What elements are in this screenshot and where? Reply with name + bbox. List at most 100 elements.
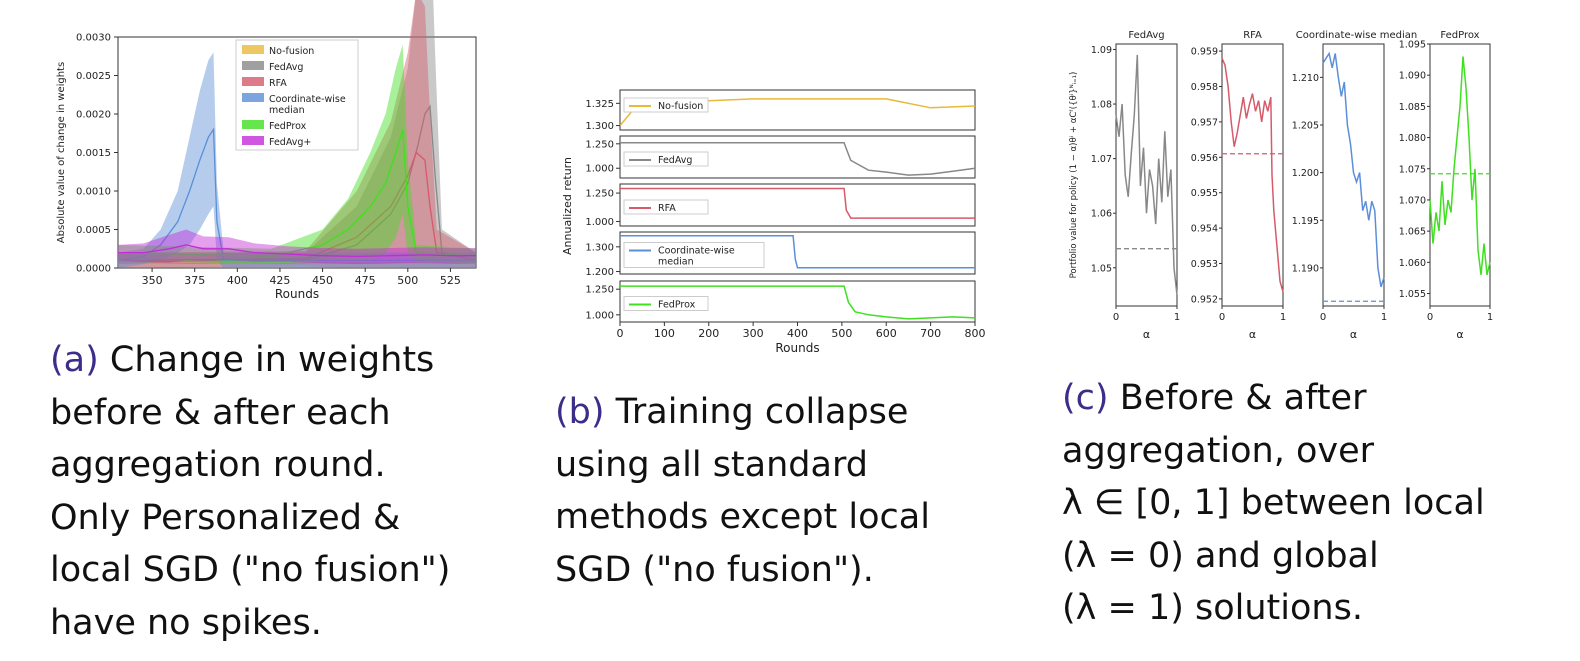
chart-a-legend-swatch-fedavg bbox=[242, 61, 264, 70]
chart-c-ytick-label: 0.953 bbox=[1191, 259, 1218, 270]
chart-c-ytick-label: 1.080 bbox=[1399, 133, 1426, 144]
chart-a-line-rfa bbox=[117, 151, 477, 261]
chart-c-ytick-label: 1.08 bbox=[1091, 100, 1112, 111]
chart-b-line-coord-median bbox=[620, 234, 975, 269]
chart-b-legend-coord-median bbox=[623, 242, 765, 268]
chart-b-xtick-label: 500 bbox=[831, 327, 852, 340]
chart-c-xtick-label: 1 bbox=[1174, 312, 1180, 323]
chart-a-ytick-label: 0.0015 bbox=[76, 148, 111, 159]
chart-b-legend-label-fedprox: FedProx bbox=[658, 300, 696, 311]
chart-b-ytick-label: 1.250 bbox=[585, 285, 614, 296]
chart-b-ylabel: Annualized return bbox=[561, 157, 574, 255]
chart-b-xtick-label: 200 bbox=[698, 327, 719, 340]
chart-c-ytick-label: 1.095 bbox=[1399, 40, 1426, 51]
chart-c-ytick-label: 1.07 bbox=[1091, 154, 1112, 165]
chart-b-xtick-label: 400 bbox=[787, 327, 808, 340]
chart-c-ytick-label: 1.190 bbox=[1292, 263, 1319, 274]
chart-a-legend-label-no-fusion: No-fusion bbox=[269, 46, 314, 57]
chart-a-xtick-label: 350 bbox=[142, 274, 163, 287]
chart-a-legend-label-fedavg-plus: FedAvg+ bbox=[269, 137, 311, 148]
caption-a-line-1: before & after each bbox=[50, 392, 391, 433]
chart-c-ytick-label: 0.958 bbox=[1191, 82, 1218, 93]
chart-c-subplot-title-fedavg: FedAvg bbox=[1128, 30, 1164, 41]
chart-a-band-rfa bbox=[118, 0, 476, 268]
chart-a-legend-swatch-rfa bbox=[242, 77, 264, 86]
caption-b-line-3: SGD ("no fusion"). bbox=[555, 549, 874, 590]
chart-c-xtick-label: 1 bbox=[1280, 312, 1286, 323]
chart-b-ytick-label: 1.200 bbox=[585, 267, 614, 278]
chart-c-xlabel: α bbox=[1143, 328, 1150, 341]
chart-b-legend-label-rfa: RFA bbox=[658, 203, 676, 214]
chart-c-xtick-label: 1 bbox=[1381, 312, 1387, 323]
chart-a-xtick-label: 375 bbox=[184, 274, 205, 287]
chart-a-band-coord-median bbox=[118, 52, 476, 269]
chart-b-ytick-label: 1.325 bbox=[585, 99, 614, 110]
chart-c-ytick-label: 1.195 bbox=[1292, 216, 1319, 227]
chart-b-legend-no-fusion bbox=[623, 97, 709, 113]
caption-a-text-0: Change in weights bbox=[98, 340, 435, 380]
chart-a-legend-swatch-fedavg-plus bbox=[242, 136, 264, 145]
chart-a-legend-label-coord-median: median bbox=[269, 105, 305, 116]
chart-a-band-fedavg bbox=[118, 0, 476, 268]
chart-c-ytick-label: 1.05 bbox=[1091, 263, 1112, 274]
chart-a-line-no-fusion bbox=[117, 261, 476, 265]
chart-c-ytick-label: 1.06 bbox=[1091, 209, 1112, 220]
chart-b-ytick-label: 1.250 bbox=[585, 139, 614, 150]
chart-c-ytick-label: 0.956 bbox=[1191, 153, 1218, 164]
chart-c-line-coord-median bbox=[1322, 51, 1385, 288]
chart-a-ytick-label: 0.0030 bbox=[76, 33, 111, 44]
chart-a-legend-label-fedavg: FedAvg bbox=[269, 62, 303, 73]
chart-b-ytick-label: 1.000 bbox=[585, 217, 614, 228]
chart-a-band-fedprox bbox=[118, 44, 476, 265]
caption-c-line-4: (λ = 1) solutions. bbox=[1062, 588, 1363, 628]
chart-c-subplot-title-rfa: RFA bbox=[1243, 30, 1262, 41]
caption-b-text-0: Training collapse bbox=[604, 392, 909, 432]
chart-c-ytick-label: 1.065 bbox=[1399, 227, 1426, 238]
chart-c-frame-fedavg bbox=[1115, 43, 1178, 307]
caption-b-line-0: (b) Training collapse bbox=[555, 386, 930, 439]
chart-c-line-rfa bbox=[1221, 57, 1284, 293]
chart-b-xtick-label: 800 bbox=[965, 327, 986, 340]
chart-c-frame-fedprox bbox=[1429, 43, 1491, 307]
caption-panel-b: (b) Training collapse using all standard… bbox=[555, 386, 930, 596]
chart-c-xlabel: α bbox=[1249, 328, 1256, 341]
chart-a-xtick-label: 425 bbox=[269, 274, 290, 287]
caption-a-line-2: aggregation round. bbox=[50, 445, 386, 485]
chart-c-ytick-label: 1.060 bbox=[1399, 258, 1426, 269]
chart-c-ytick-label: 1.075 bbox=[1399, 164, 1426, 175]
chart-b-ytick-label: 1.000 bbox=[585, 310, 614, 321]
caption-b-letter: (b) bbox=[555, 392, 605, 432]
caption-a-line-5: have no spikes. bbox=[50, 602, 322, 643]
chart-a-line-fedavg-plus bbox=[118, 244, 476, 258]
chart-b-legend-label-coord-median: median bbox=[658, 257, 694, 268]
caption-c-letter: (c) bbox=[1062, 378, 1109, 418]
chart-a-legend-swatch-no-fusion bbox=[242, 45, 264, 54]
chart-b-xtick-label: 700 bbox=[920, 327, 941, 340]
chart-a-xtick-label: 525 bbox=[440, 274, 461, 287]
chart-a-legend-label-coord-median: Coordinate-wise bbox=[269, 94, 346, 105]
chart-c-xlabel: α bbox=[1350, 328, 1357, 341]
chart-b-ytick-label: 1.300 bbox=[585, 242, 614, 253]
chart-b-legend-fedprox bbox=[623, 296, 709, 311]
chart-b-line-fedavg bbox=[620, 142, 976, 176]
chart-c-ytick-label: 0.957 bbox=[1191, 117, 1218, 128]
caption-c-text-0: Before & after bbox=[1108, 378, 1367, 418]
chart-c-ytick-label: 1.200 bbox=[1292, 168, 1319, 179]
caption-c-line-3: (λ = 0) and global bbox=[1062, 535, 1379, 576]
caption-panel-c: (c) Before & after aggregation, over λ ∈… bbox=[1062, 372, 1485, 635]
chart-c-xtick-label: 0 bbox=[1320, 312, 1326, 323]
chart-a-ytick-label: 0.0010 bbox=[76, 187, 111, 198]
chart-a-ylabel: Absolute value of change in weights bbox=[56, 62, 67, 243]
caption-a-line-4: local SGD ("no fusion") bbox=[50, 550, 451, 590]
chart-a-ytick-label: 0.0000 bbox=[76, 264, 111, 275]
chart-c-ytick-label: 0.955 bbox=[1191, 188, 1218, 199]
chart-a-xtick-label: 500 bbox=[397, 274, 418, 287]
chart-c-ytick-label: 1.085 bbox=[1399, 102, 1426, 113]
chart-c-ytick-label: 1.205 bbox=[1292, 120, 1319, 131]
chart-c-ytick-label: 1.09 bbox=[1091, 45, 1112, 56]
chart-c-xtick-label: 1 bbox=[1487, 312, 1493, 323]
chart-c-ytick-label: 1.055 bbox=[1399, 289, 1426, 300]
chart-b-xtick-label: 0 bbox=[617, 327, 624, 340]
chart-a-ytick-label: 0.0025 bbox=[76, 71, 111, 82]
